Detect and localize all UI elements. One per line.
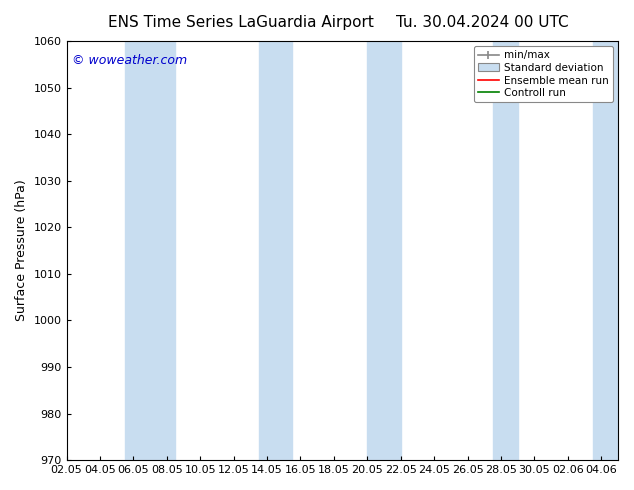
Text: © woweather.com: © woweather.com — [72, 53, 187, 67]
Bar — [367, 41, 401, 460]
Bar — [493, 41, 518, 460]
Bar — [125, 41, 175, 460]
Text: ENS Time Series LaGuardia Airport: ENS Time Series LaGuardia Airport — [108, 15, 374, 30]
Legend: min/max, Standard deviation, Ensemble mean run, Controll run: min/max, Standard deviation, Ensemble me… — [474, 46, 613, 102]
Bar — [593, 41, 618, 460]
Y-axis label: Surface Pressure (hPa): Surface Pressure (hPa) — [15, 180, 28, 321]
Text: Tu. 30.04.2024 00 UTC: Tu. 30.04.2024 00 UTC — [396, 15, 568, 30]
Bar — [259, 41, 292, 460]
